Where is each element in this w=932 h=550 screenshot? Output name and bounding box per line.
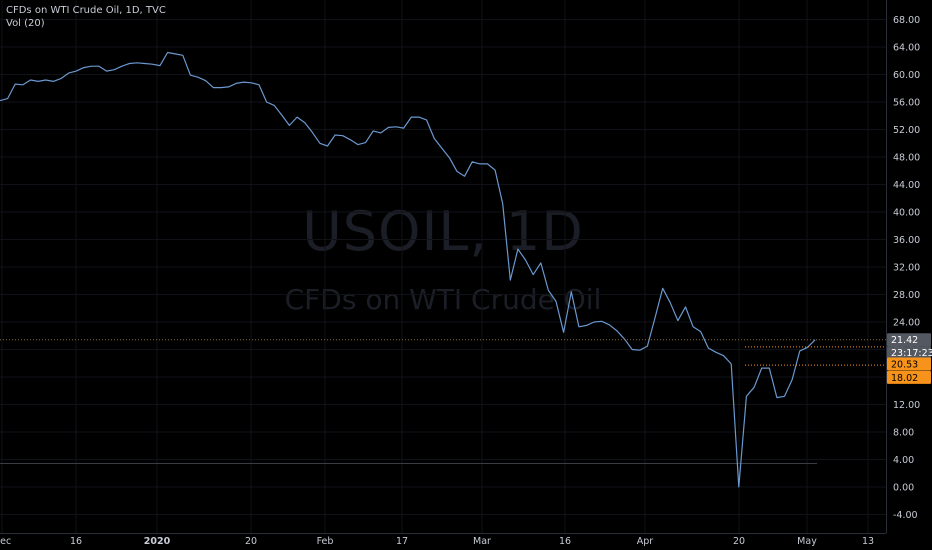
- x-tick-label: Mar: [473, 536, 491, 547]
- y-tick-label: 12.00: [893, 400, 920, 411]
- y-tick-label: -4.00: [893, 510, 918, 521]
- x-tick-label: May: [797, 536, 817, 547]
- y-tick-label: 44.00: [893, 180, 920, 191]
- x-tick-label: 16: [559, 536, 571, 547]
- price-line: [0, 51, 816, 488]
- y-tick-label: 40.00: [893, 208, 920, 219]
- y-tick-label: 28.00: [893, 290, 920, 301]
- price-tag-label: 23:17:23: [891, 348, 932, 359]
- price-tag-label: 18.02: [891, 373, 918, 384]
- x-tick-label: Feb: [317, 536, 334, 547]
- x-tick-label: 20: [733, 536, 745, 547]
- price-tag-bg: [887, 370, 931, 384]
- y-tick-label: 36.00: [893, 235, 920, 246]
- y-tick-label: 48.00: [893, 153, 920, 164]
- x-tick-label: 16: [70, 536, 82, 547]
- price-tag-label: 20.53: [891, 359, 918, 370]
- y-tick-label: 64.00: [893, 43, 920, 54]
- y-tick-label: 8.00: [893, 428, 914, 439]
- y-tick-label: 52.00: [893, 125, 920, 136]
- y-tick-label: 56.00: [893, 98, 920, 109]
- price-tag-bg: [887, 357, 931, 371]
- y-tick-label: 68.00: [893, 15, 920, 26]
- x-tick-label: 17: [396, 536, 408, 547]
- y-tick-label: 0.00: [893, 483, 914, 494]
- y-tick-label: 60.00: [893, 70, 920, 81]
- y-tick-label: 24.00: [893, 318, 920, 329]
- y-tick-label: 32.00: [893, 263, 920, 274]
- y-tick-label: 4.00: [893, 455, 914, 466]
- price-tag-bg: [887, 346, 931, 360]
- x-tick-label: 13: [862, 536, 874, 547]
- chart-title: CFDs on WTI Crude Oil, 1D, TVC: [6, 5, 166, 16]
- x-tick-label: 20: [245, 536, 257, 547]
- indicator-label: Vol (20): [6, 18, 45, 29]
- x-tick-label: 2020: [144, 536, 171, 547]
- chart-legend: CFDs on WTI Crude Oil, 1D, TVC Vol (20): [6, 4, 166, 30]
- price-tag-label: 21.42: [891, 335, 918, 346]
- price-tag-bg: [887, 333, 931, 347]
- x-tick-label: Apr: [637, 536, 654, 547]
- x-tick-label: Dec: [0, 536, 11, 547]
